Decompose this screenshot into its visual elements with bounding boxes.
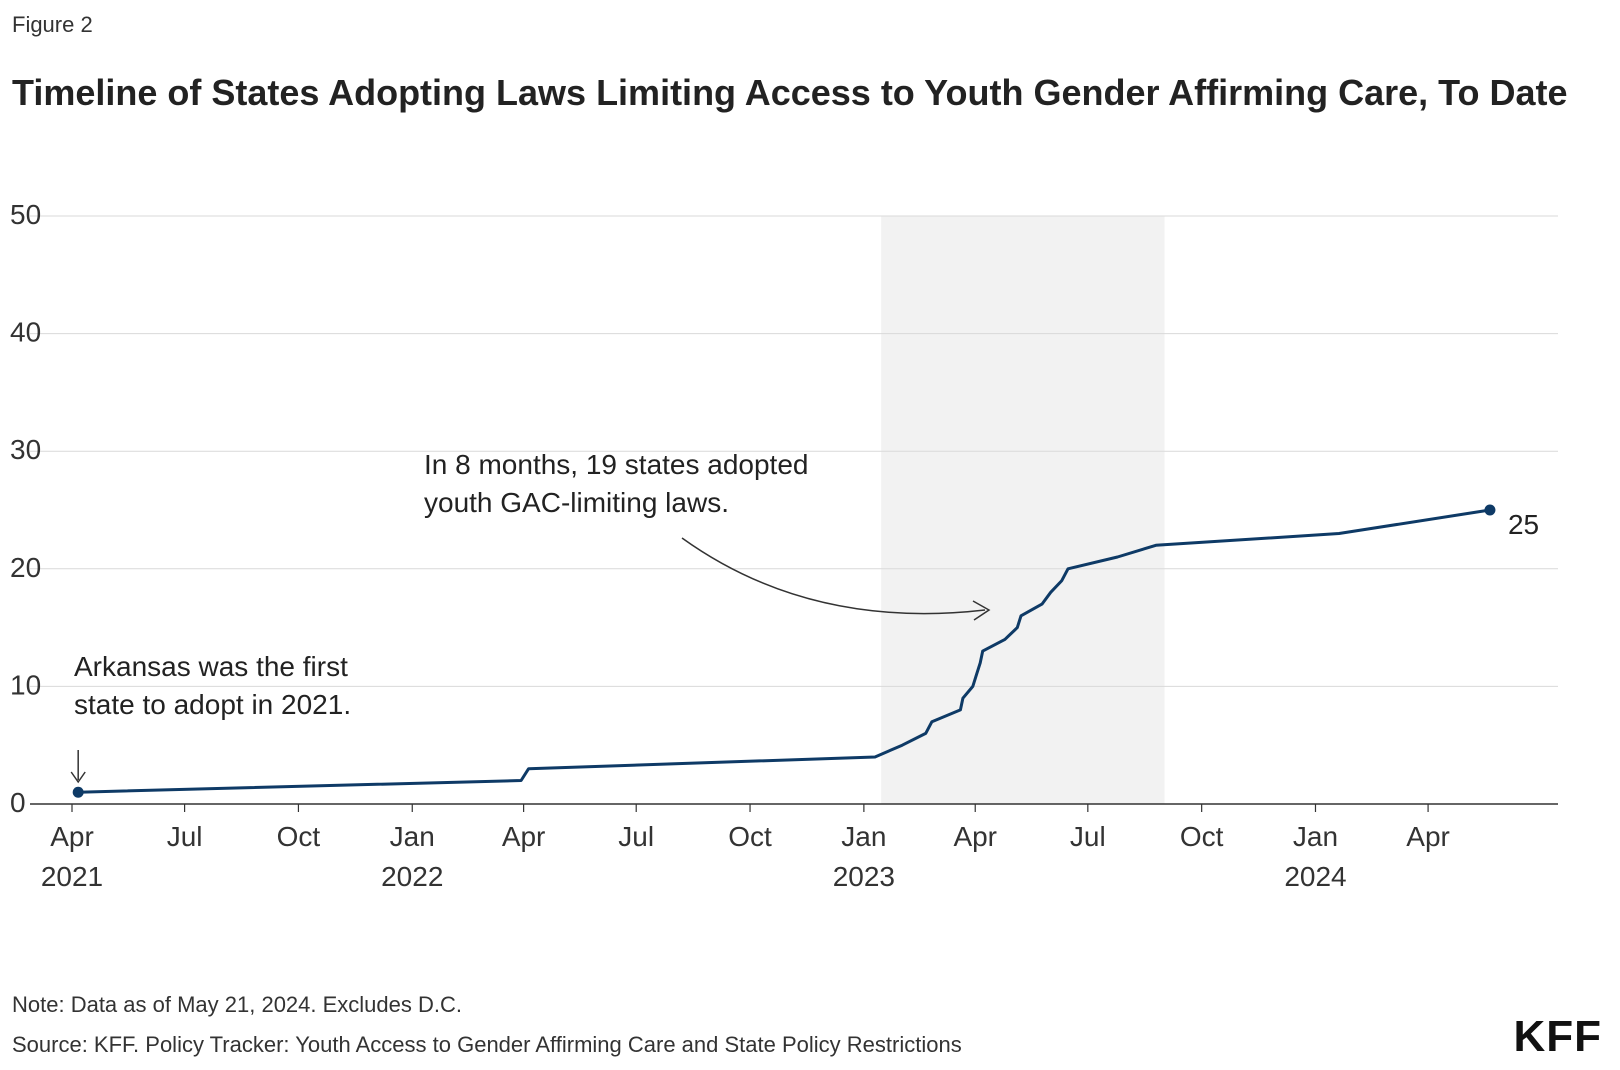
chart-title: Timeline of States Adopting Laws Limitin… (12, 72, 1568, 113)
end-value-label: 25 (1508, 509, 1539, 540)
x-tick-year-label: 2023 (833, 861, 895, 892)
annotation-arrow-curve (681, 537, 986, 615)
kff-logo: KFF (1513, 1012, 1602, 1061)
x-tick-label: Oct (1180, 821, 1224, 852)
y-tick-label: 30 (10, 434, 41, 465)
annotation-arkansas: Arkansas was the first (74, 651, 348, 682)
x-tick-label: Apr (50, 821, 94, 852)
y-tick-label: 40 (10, 317, 41, 348)
x-tick-label: Apr (502, 821, 546, 852)
series-line (78, 508, 1491, 794)
x-tick-label: Jan (841, 821, 886, 852)
x-tick-year-label: 2021 (41, 861, 103, 892)
annotation-arkansas: state to adopt in 2021. (74, 689, 351, 720)
x-tick-label: Jul (167, 821, 203, 852)
x-tick-label: Apr (953, 821, 997, 852)
x-tick-label: Apr (1406, 821, 1450, 852)
x-tick-year-label: 2024 (1284, 861, 1346, 892)
y-tick-label: 10 (10, 669, 41, 700)
x-tick-label: Jul (1070, 821, 1106, 852)
x-tick-label: Oct (728, 821, 772, 852)
figure-label: Figure 2 (12, 12, 93, 37)
x-tick-label: Jul (618, 821, 654, 852)
x-tick-label: Oct (277, 821, 321, 852)
y-tick-label: 50 (10, 199, 41, 230)
y-tick-label: 20 (10, 552, 41, 583)
line-chart: 0 10 20 30 40 50 Apr 2021 Jul Oct Jan 2022 Apr Jul Oct… (10, 199, 1558, 892)
chart-note: Note: Data as of May 21, 2024. Excludes … (12, 992, 463, 1017)
annotation-8-months: In 8 months, 19 states adopted (424, 449, 808, 480)
x-tick-year-label: 2022 (381, 861, 443, 892)
shaded-period (881, 216, 1165, 804)
annotation-arrowhead (972, 600, 991, 621)
chart-source: Source: KFF. Policy Tracker: Youth Acces… (12, 1032, 962, 1057)
arkansas-arrowhead (70, 771, 86, 784)
annotation-8-months: youth GAC-limiting laws. (424, 487, 729, 518)
start-point (72, 786, 84, 798)
x-tick-label: Jan (1293, 821, 1338, 852)
y-tick-label: 0 (10, 787, 26, 818)
end-point (1484, 504, 1496, 516)
x-tick-label: Jan (390, 821, 435, 852)
